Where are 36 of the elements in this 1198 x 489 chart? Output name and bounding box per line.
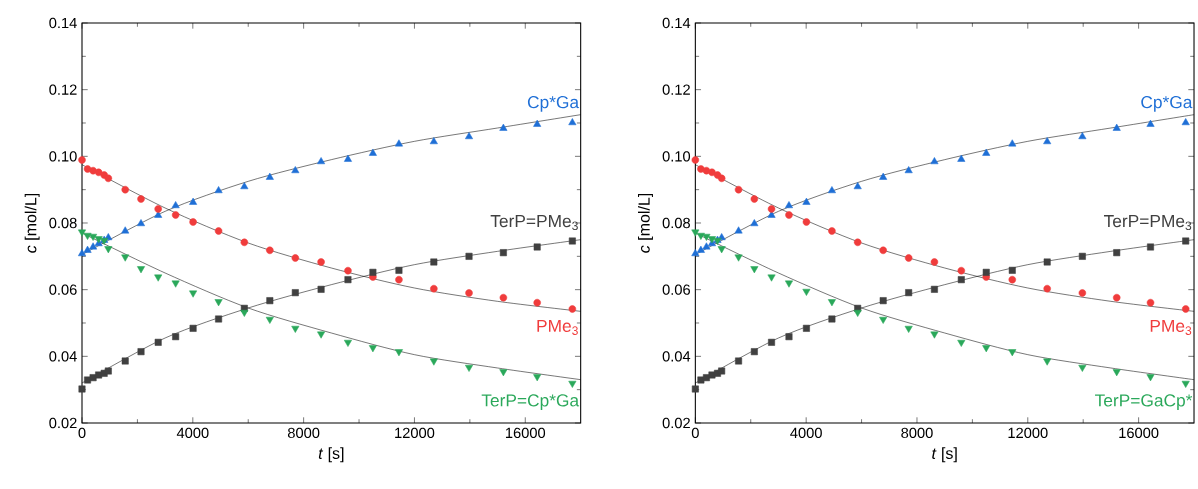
y-tick-label: 0.12 (49, 84, 77, 95)
x-tick-label: 16000 (505, 427, 546, 439)
y-tick-label: 0.10 (662, 151, 691, 162)
series-label: TerP=PMe$_{3}$ (1104, 215, 1192, 231)
x-tick-label: 16000 (1119, 427, 1159, 439)
y-tick-label: 0.06 (662, 284, 690, 295)
y-tick-label: 0.12 (662, 84, 690, 95)
x-tick-label: 0 (78, 427, 86, 439)
y-tick-label: 0.04 (49, 351, 77, 362)
series-label: TerP=Cp*Ga (481, 394, 580, 410)
x-tick-label: 12000 (395, 427, 435, 439)
series-label: PMe$_{3}$ (537, 319, 578, 335)
x-tick-label: 4000 (176, 427, 209, 439)
y-tick-label: 0.10 (49, 151, 77, 162)
x-tick-label: 12000 (1008, 427, 1048, 439)
y-tick-label: 0.02 (662, 417, 690, 429)
y-tick-label: 0.14 (49, 17, 77, 29)
y-tick-label: 0.02 (49, 417, 77, 429)
series-label: Cp*Ga (527, 96, 580, 112)
y-tick-label: 0.14 (662, 17, 691, 29)
y-axis-title: c [mol/L] (638, 193, 653, 253)
x-tick-label: 4000 (790, 427, 822, 439)
series-label: TerP=PMe$_{3}$ (490, 215, 578, 231)
y-axis-title: c [mol/L] (24, 193, 40, 253)
x-tick-label: 0 (691, 427, 699, 439)
series-label: TerP=GaCp* (1095, 394, 1193, 410)
x-axis-title: t [s] (318, 447, 344, 463)
x-axis-title: t [s] (932, 447, 957, 463)
y-tick-label: 0.08 (49, 217, 77, 229)
x-tick-label: 8000 (287, 427, 320, 439)
y-tick-label: 0.04 (662, 351, 691, 362)
series-label: PMe$_{3}$ (1150, 319, 1192, 335)
y-tick-label: 0.06 (49, 284, 77, 295)
y-tick-label: 0.08 (662, 217, 690, 229)
series-label: Cp*Ga (1141, 96, 1193, 112)
x-tick-label: 8000 (901, 427, 933, 439)
